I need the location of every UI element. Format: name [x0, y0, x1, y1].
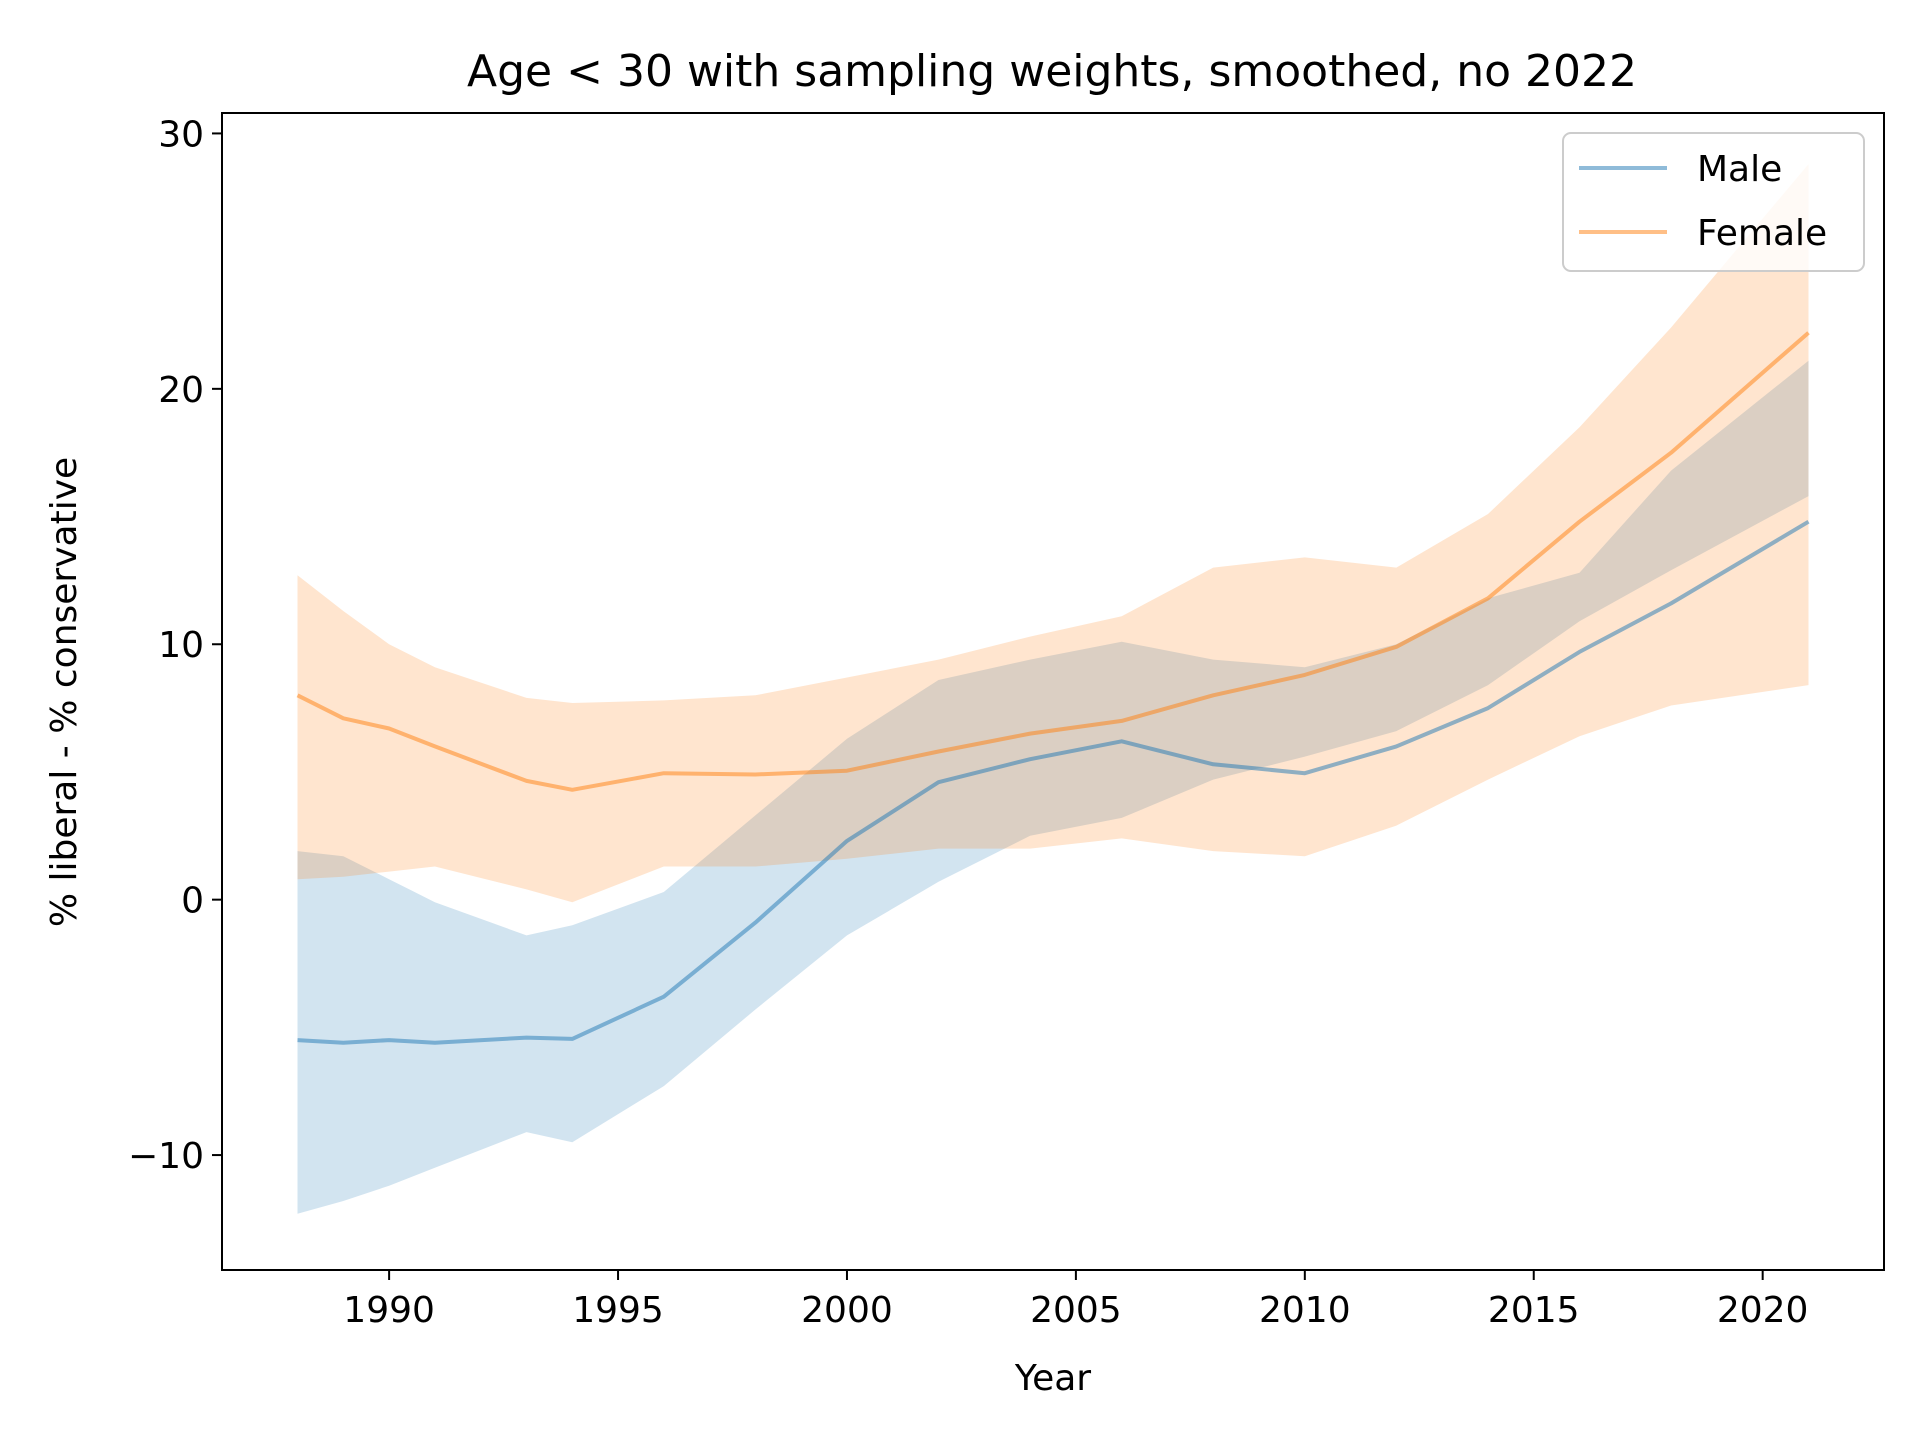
- male-confidence-band: [297, 360, 1809, 1214]
- legend-label-male: Male: [1697, 149, 1782, 190]
- series-lines: [296, 331, 1810, 1045]
- plot-frame: [221, 112, 1885, 1271]
- x-tick-label: 2020: [1717, 1290, 1809, 1331]
- y-tick-label: 20: [158, 370, 204, 411]
- male-line: [297, 519, 1810, 1045]
- legend: Male Female: [1562, 132, 1865, 272]
- female-confidence-band: [297, 164, 1809, 903]
- x-tick-label: 2000: [801, 1290, 893, 1331]
- female-line: [296, 331, 1810, 792]
- y-tick-label: −10: [128, 1136, 204, 1177]
- y-tick-label: 10: [158, 625, 204, 666]
- x-tick-label: 2005: [1030, 1290, 1122, 1331]
- x-tick-label: 2010: [1259, 1290, 1351, 1331]
- x-axis-label: Year: [1014, 1358, 1091, 1399]
- chart-title: Age < 30 with sampling weights, smoothed…: [467, 46, 1637, 97]
- x-axis: 1990 1995 2000 2005 2010 2015 2020: [343, 1270, 1808, 1331]
- x-tick-label: 1995: [572, 1290, 664, 1331]
- legend-label-female: Female: [1697, 213, 1827, 254]
- x-tick-label: 1990: [343, 1290, 435, 1331]
- y-axis-label: % liberal - % conservative: [44, 457, 85, 927]
- y-axis: −10 0 10 20 30: [128, 114, 222, 1177]
- x-tick-label: 2015: [1488, 1290, 1580, 1331]
- y-tick-label: 30: [158, 114, 204, 155]
- y-tick-label: 0: [181, 881, 204, 922]
- confidence-bands: [297, 164, 1809, 1214]
